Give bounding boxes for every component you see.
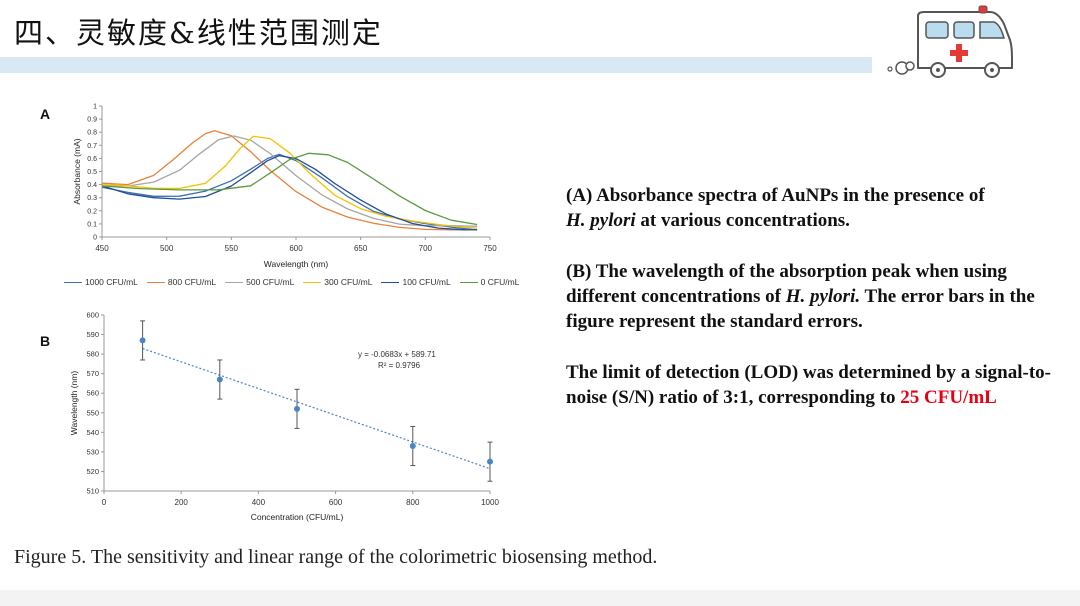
legend-label: 100 CFU/mL bbox=[402, 277, 451, 287]
panel-b-label: B bbox=[40, 333, 51, 349]
legend-label: 500 CFU/mL bbox=[246, 277, 295, 287]
title-underline-bar bbox=[0, 57, 872, 73]
description-a-organism: H. pylori bbox=[566, 210, 636, 231]
x-tick-label: 650 bbox=[354, 244, 368, 253]
legend-item-6: 0 CFU/mL bbox=[459, 277, 520, 287]
spectrum-line-2 bbox=[101, 130, 478, 231]
y-axis-title: Wavelength (nm) bbox=[69, 371, 79, 436]
y-tick-label: 0.1 bbox=[87, 221, 97, 228]
description-a-lead: (A) Absorbance spectra of AuNPs in the p… bbox=[566, 185, 985, 206]
x-tick-label: 500 bbox=[160, 244, 174, 253]
x-tick-label: 600 bbox=[329, 498, 343, 507]
panel-a-label: A bbox=[40, 106, 51, 122]
y-tick-label: 0.7 bbox=[87, 143, 97, 150]
description-lod: The limit of detection (LOD) was determi… bbox=[566, 360, 1056, 410]
data-point bbox=[139, 337, 146, 344]
y-tick-label: 590 bbox=[86, 330, 99, 339]
legend-label: 0 CFU/mL bbox=[480, 277, 520, 287]
legend-swatch bbox=[225, 281, 244, 283]
y-tick-label: 560 bbox=[86, 389, 99, 398]
y-tick-label: 0.5 bbox=[87, 169, 97, 176]
legend-label: 1000 CFU/mL bbox=[85, 277, 138, 287]
x-tick-label: 700 bbox=[419, 244, 433, 253]
y-tick-label: 540 bbox=[86, 428, 99, 437]
y-tick-label: 0.3 bbox=[87, 195, 97, 202]
peak-wavelength-chart: 510 520 530 540 550 560 570 580 590 600 0 200 400 600… bbox=[69, 311, 499, 523]
lod-value: 25 CFU/mL bbox=[900, 387, 997, 408]
spectrum-line-5 bbox=[101, 154, 478, 231]
y-tick-label: 570 bbox=[86, 369, 99, 378]
legend-label: 300 CFU/mL bbox=[324, 277, 373, 287]
y-tick-label: 0 bbox=[93, 235, 97, 242]
ambulance-icon bbox=[887, 5, 1013, 78]
y-tick-label: 600 bbox=[86, 311, 99, 320]
description-lod-lead: The limit of detection (LOD) was determi… bbox=[566, 362, 1051, 408]
spectra-legend: 1000 CFU/mL 800 CFU/mL 500 CFU/mL 300 CFU/m… bbox=[64, 277, 534, 287]
x-tick-label: 0 bbox=[102, 498, 107, 507]
data-point bbox=[409, 443, 416, 450]
description-b-organism: H. pylori. bbox=[785, 286, 861, 307]
y-tick-label: 0.8 bbox=[87, 130, 97, 137]
x-tick-label: 450 bbox=[95, 244, 109, 253]
x-tick-label: 750 bbox=[483, 244, 497, 253]
y-tick-label: 0.9 bbox=[87, 117, 97, 124]
spectrum-line-4 bbox=[101, 135, 478, 229]
legend-item-1: 1000 CFU/mL bbox=[64, 277, 138, 287]
legend-item-5: 100 CFU/mL bbox=[381, 277, 451, 287]
slide-title: 四、灵敏度&线性范围测定 bbox=[14, 16, 383, 50]
spectrum-line-3 bbox=[102, 135, 478, 227]
y-tick-label: 530 bbox=[86, 447, 99, 456]
legend-swatch bbox=[303, 281, 322, 283]
r-squared-label: R² = 0.9796 bbox=[378, 361, 421, 370]
y-tick-label: 0.4 bbox=[87, 182, 97, 189]
legend-swatch bbox=[381, 281, 400, 283]
x-tick-label: 400 bbox=[252, 498, 266, 507]
y-tick-label: 1 bbox=[93, 104, 97, 111]
y-tick-label: 580 bbox=[86, 350, 99, 359]
trendline bbox=[142, 347, 491, 470]
y-tick-label: 510 bbox=[86, 487, 99, 496]
description-a: (A) Absorbance spectra of AuNPs in the p… bbox=[566, 183, 1056, 233]
legend-swatch bbox=[146, 281, 165, 283]
x-tick-label: 600 bbox=[289, 244, 303, 253]
x-axis-title: Wavelength (nm) bbox=[264, 259, 329, 269]
x-axis-title: Concentration (CFU/mL) bbox=[251, 512, 344, 522]
x-tick-label: 550 bbox=[225, 244, 239, 253]
description-a-tail: at various concentrations. bbox=[635, 210, 850, 231]
legend-item-3: 500 CFU/mL bbox=[225, 277, 294, 287]
legend-label: 800 CFU/mL bbox=[167, 277, 217, 287]
legend-swatch bbox=[64, 281, 82, 283]
description-b-lead: (B) The wavelength of the absorption pea… bbox=[566, 261, 1007, 307]
x-tick-label: 1000 bbox=[481, 498, 499, 507]
x-tick-label: 800 bbox=[406, 498, 420, 507]
absorbance-spectra-chart: 0 0.1 0.2 0.3 0.4 0.5 0.6 0.7 0.8 0.9 1 450 500 550 60… bbox=[72, 104, 497, 270]
spectrum-line-1 bbox=[101, 153, 478, 231]
figure-caption: Figure 5. The sensitivity and linear ran… bbox=[14, 546, 658, 568]
data-point bbox=[294, 405, 300, 412]
description-b: (B) The wavelength of the absorption pea… bbox=[566, 259, 1066, 334]
spectrum-line-6 bbox=[101, 152, 478, 226]
description-b-tail: The error bars in the figure represent t… bbox=[566, 286, 1035, 332]
data-point bbox=[216, 376, 223, 383]
x-tick-label: 200 bbox=[175, 498, 189, 507]
y-tick-label: 0.2 bbox=[87, 208, 97, 215]
y-tick-label: 0.6 bbox=[87, 156, 97, 163]
y-tick-label: 520 bbox=[86, 467, 99, 476]
legend-item-4: 300 CFU/mL bbox=[303, 277, 372, 287]
legend-swatch bbox=[459, 281, 478, 283]
y-tick-label: 550 bbox=[86, 408, 99, 417]
trendline-equation: y = -0.0683x + 589.71 bbox=[358, 350, 436, 359]
data-point bbox=[487, 458, 493, 465]
legend-item-2: 800 CFU/mL bbox=[146, 277, 217, 287]
footer-strip bbox=[0, 590, 1080, 606]
y-axis-title: Absorbance (mA) bbox=[72, 138, 82, 204]
